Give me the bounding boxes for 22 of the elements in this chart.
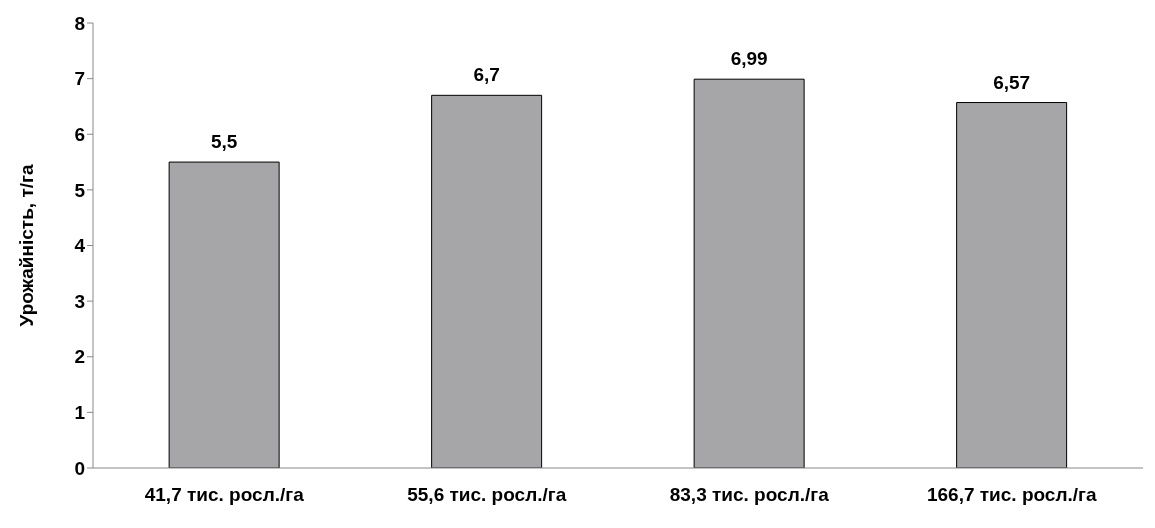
bar	[693, 78, 805, 468]
data-label: 5,5	[210, 131, 238, 153]
x-tick-label: 83,3 тис. росл./га	[669, 484, 830, 506]
bar	[168, 161, 280, 468]
bar	[956, 102, 1068, 468]
y-tick-label: 8	[74, 12, 85, 34]
y-tick-label: 1	[74, 402, 86, 424]
x-tick-label: 166,7 тис. росл./га	[926, 484, 1097, 506]
y-axis-title: Урожайність, т/га	[15, 164, 37, 327]
y-tick-label: 6	[74, 123, 85, 145]
data-label: 6,7	[473, 64, 500, 86]
y-tick-label: 0	[74, 457, 85, 479]
x-tick-label: 55,6 тис. росл./га	[407, 484, 567, 506]
data-label: 6,99	[730, 48, 768, 70]
bar	[431, 94, 543, 468]
x-tick-label: 41,7 тис. росл./га	[144, 484, 305, 506]
y-tick-label: 2	[74, 346, 85, 368]
y-tick-label: 4	[74, 235, 86, 257]
data-label: 6,57	[993, 71, 1031, 93]
y-tick-label: 3	[74, 290, 85, 312]
y-tick-label: 7	[74, 68, 85, 90]
y-tick-label: 5	[74, 179, 86, 201]
